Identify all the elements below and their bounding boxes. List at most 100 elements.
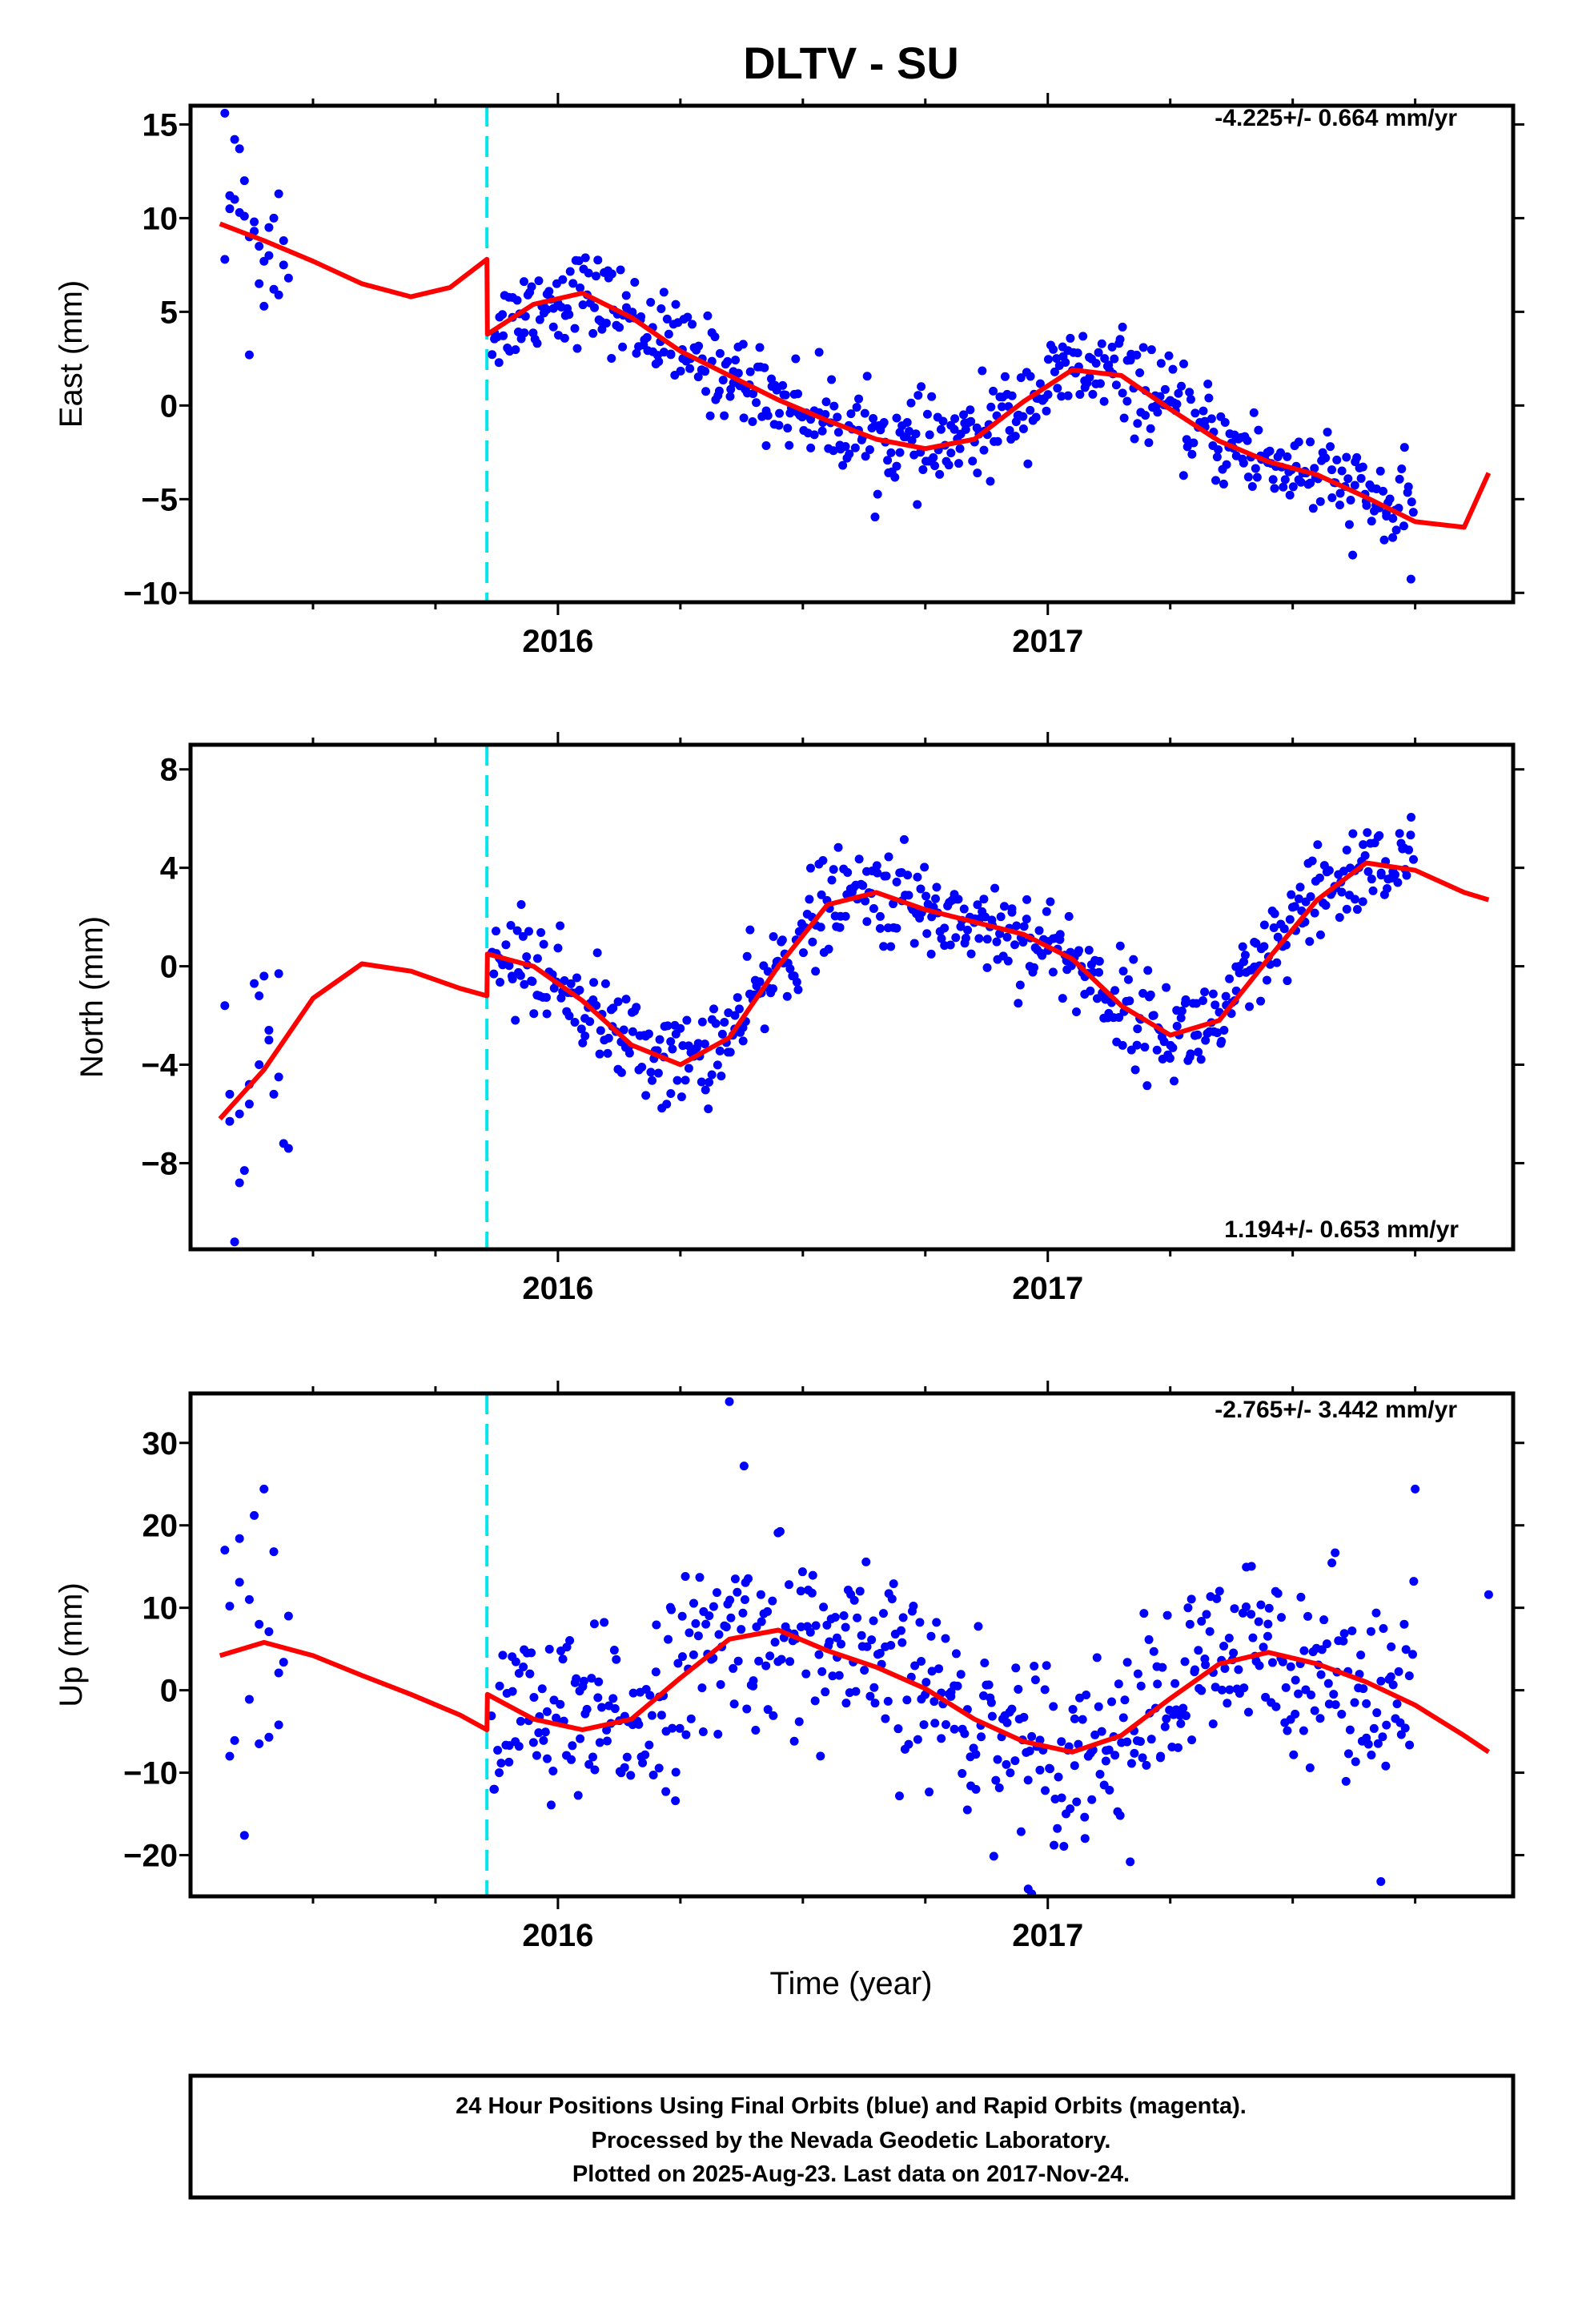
north-data-point bbox=[1042, 907, 1051, 916]
up-data-point bbox=[1105, 1785, 1114, 1795]
east-data-point bbox=[1026, 405, 1035, 415]
north-data-point bbox=[506, 921, 516, 931]
up-data-point bbox=[1208, 1719, 1218, 1729]
footer-box: 24 Hour Positions Using Final Orbits (bl… bbox=[188, 2073, 1516, 2200]
up-data-point bbox=[1133, 1669, 1142, 1679]
up-data-point bbox=[797, 1622, 806, 1631]
north-data-point bbox=[542, 1009, 552, 1019]
up-data-point bbox=[1484, 1590, 1493, 1599]
up-data-point bbox=[1074, 1739, 1083, 1749]
east-data-point bbox=[739, 413, 749, 423]
up-data-point bbox=[608, 1694, 618, 1703]
east-y-axis-label: East (mm) bbox=[54, 280, 89, 428]
east-data-point bbox=[1043, 355, 1053, 364]
east-data-point bbox=[1362, 501, 1371, 510]
north-data-point bbox=[1406, 830, 1415, 840]
up-data-point bbox=[950, 1724, 959, 1734]
up-data-point bbox=[1035, 1765, 1045, 1775]
north-data-point bbox=[283, 1144, 293, 1153]
up-data-point bbox=[739, 1462, 749, 1471]
north-data-point bbox=[637, 1063, 647, 1072]
up-data-point bbox=[822, 1620, 832, 1630]
east-data-point bbox=[701, 387, 711, 396]
east-data-point bbox=[752, 398, 761, 408]
up-data-point bbox=[1310, 1706, 1319, 1715]
east-data-point bbox=[720, 411, 729, 420]
north-data-point bbox=[1256, 996, 1266, 1006]
up-data-point bbox=[1027, 1731, 1037, 1741]
north-data-point bbox=[785, 964, 795, 974]
east-data-point bbox=[852, 403, 861, 412]
north-data-point bbox=[274, 969, 283, 979]
up-data-point bbox=[701, 1619, 711, 1629]
up-data-point bbox=[989, 1852, 998, 1861]
north-data-point bbox=[760, 1024, 769, 1034]
north-data-point bbox=[491, 927, 500, 936]
east-data-point bbox=[745, 367, 755, 376]
north-data-point bbox=[520, 979, 529, 989]
east-data-point bbox=[688, 320, 697, 329]
up-data-point bbox=[689, 1598, 699, 1608]
north-data-point bbox=[709, 1004, 719, 1014]
east-data-point bbox=[1327, 493, 1337, 502]
east-data-point bbox=[1099, 396, 1109, 406]
up-data-point bbox=[865, 1691, 875, 1701]
north-data-point bbox=[951, 933, 961, 943]
east-data-point bbox=[597, 324, 607, 334]
up-data-point bbox=[1376, 1876, 1386, 1886]
up-data-point bbox=[886, 1641, 896, 1651]
up-data-point bbox=[744, 1574, 753, 1583]
east-data-point bbox=[892, 461, 901, 471]
east-data-point bbox=[1211, 476, 1221, 485]
east-data-point bbox=[512, 296, 522, 305]
north-data-point bbox=[1140, 1043, 1150, 1052]
up-data-point bbox=[1220, 1663, 1230, 1673]
north-data-point bbox=[922, 929, 932, 939]
east-data-point bbox=[1352, 452, 1362, 462]
up-data-point bbox=[250, 1510, 259, 1520]
up-data-point bbox=[540, 1727, 550, 1737]
footer-line-3: Plotted on 2025-Aug-23. Last data on 201… bbox=[572, 2161, 1130, 2187]
east-data-point bbox=[1306, 437, 1315, 447]
east-plot-frame bbox=[188, 103, 1516, 605]
north-data-point bbox=[1086, 986, 1095, 995]
up-data-point bbox=[974, 1622, 983, 1631]
east-data-point bbox=[1007, 391, 1017, 400]
east-data-point bbox=[1085, 372, 1094, 382]
x-axis-label: Time (year) bbox=[770, 1966, 933, 2001]
up-data-point bbox=[1322, 1639, 1331, 1649]
east-data-point bbox=[959, 410, 969, 420]
north-data-point bbox=[1133, 1024, 1142, 1034]
up-data-point bbox=[1180, 1657, 1190, 1667]
east-data-point bbox=[1358, 462, 1367, 472]
north-data-point bbox=[720, 1018, 729, 1027]
north-y-tick-label: 8 bbox=[160, 753, 178, 788]
up-x-tick-label: 2016 bbox=[522, 1918, 593, 1953]
up-data-point bbox=[1248, 1633, 1258, 1642]
north-data-point bbox=[1152, 1045, 1162, 1055]
east-data-point bbox=[718, 376, 728, 385]
panel-up: Up (mm) -2.765+/- 3.442 mm/yr 2016 2017 −2… bbox=[54, 1381, 1524, 1953]
up-data-point bbox=[881, 1714, 890, 1723]
north-data-point bbox=[220, 1001, 230, 1011]
north-y-tick-label: −4 bbox=[141, 1048, 178, 1084]
east-data-point bbox=[890, 472, 900, 482]
east-data-point bbox=[1178, 471, 1188, 480]
up-data-point bbox=[664, 1634, 673, 1644]
up-data-point bbox=[960, 1729, 970, 1739]
up-data-point bbox=[1305, 1763, 1315, 1773]
up-data-point bbox=[714, 1630, 724, 1639]
up-data-point bbox=[921, 1678, 931, 1687]
east-data-point bbox=[520, 312, 530, 321]
up-data-point bbox=[887, 1594, 897, 1604]
up-data-point bbox=[1259, 1642, 1268, 1652]
north-data-point bbox=[1321, 901, 1331, 911]
up-data-point bbox=[1053, 1823, 1062, 1833]
east-data-point bbox=[239, 176, 249, 186]
north-data-point bbox=[1143, 966, 1153, 975]
north-data-point bbox=[1367, 875, 1376, 884]
north-data-point bbox=[1022, 895, 1032, 904]
east-data-point bbox=[1222, 460, 1231, 469]
up-data-point bbox=[801, 1669, 811, 1679]
north-data-point bbox=[1074, 946, 1084, 955]
